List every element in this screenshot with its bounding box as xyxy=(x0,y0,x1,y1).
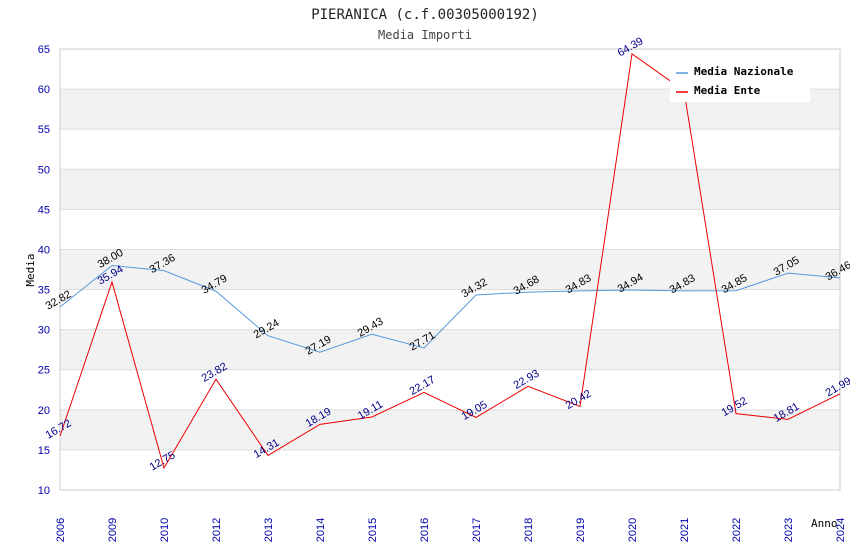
x-tick-label: 2019 xyxy=(575,518,587,542)
grid-band xyxy=(60,409,840,450)
x-tick-label: 2016 xyxy=(419,518,431,542)
x-axis-ticks: 2006 2009 2010 2012 2013 2014 2015 2016 2017 2018… xyxy=(55,518,847,542)
series-lines xyxy=(59,53,841,470)
y-tick-label: 60 xyxy=(38,84,50,96)
x-tick-label: 2023 xyxy=(783,518,795,542)
y-tick-label: 30 xyxy=(38,325,50,337)
legend-label-nazionale: Media Nazionale xyxy=(694,65,794,78)
data-label-ente: 64.39 xyxy=(616,35,646,59)
grid-band xyxy=(60,249,840,290)
x-tick-label: 2013 xyxy=(263,518,275,542)
x-tick-label: 2010 xyxy=(159,518,171,542)
y-tick-label: 25 xyxy=(38,365,50,377)
x-tick-label: 2022 xyxy=(731,518,743,542)
x-tick-label: 2009 xyxy=(107,518,119,542)
y-tick-label: 35 xyxy=(38,285,50,297)
data-label-ente: 20.42 xyxy=(564,388,594,412)
data-label-ente: 12.75 xyxy=(148,449,178,473)
x-tick-label: 2015 xyxy=(367,518,379,542)
legend-label-ente: Media Ente xyxy=(694,84,761,97)
y-axis-ticks: 10 15 20 25 30 35 40 45 50 55 60 65 xyxy=(38,44,50,497)
grid-band xyxy=(60,329,840,370)
plot-area xyxy=(59,48,841,491)
x-tick-label: 2006 xyxy=(55,518,67,542)
grid-bands xyxy=(60,89,840,450)
y-tick-label: 65 xyxy=(38,44,50,56)
y-tick-label: 45 xyxy=(38,204,50,216)
chart-title: PIERANICA (c.f.00305000192) xyxy=(311,7,539,23)
y-tick-label: 50 xyxy=(38,164,50,176)
y-tick-label: 55 xyxy=(38,124,50,136)
grid-band xyxy=(60,169,840,210)
x-tick-label: 2014 xyxy=(315,518,327,542)
y-tick-label: 40 xyxy=(38,244,50,256)
x-tick-label: 2020 xyxy=(627,518,639,542)
y-tick-label: 10 xyxy=(38,485,50,497)
data-label-ente: 22.93 xyxy=(512,368,542,392)
x-tick-label: 2018 xyxy=(523,518,535,542)
chart-subtitle: Media Importi xyxy=(378,28,472,42)
x-tick-label: 2024 xyxy=(835,518,847,542)
legend: Media Nazionale Media Ente xyxy=(670,58,810,102)
x-axis-label: Anno xyxy=(811,517,838,530)
x-tick-label: 2017 xyxy=(471,518,483,542)
x-tick-label: 2012 xyxy=(211,518,223,542)
x-tick-label: 2021 xyxy=(679,518,691,542)
legend-box xyxy=(670,58,810,102)
data-label-ente: 22.17 xyxy=(408,374,438,398)
series-line-media-ente xyxy=(59,53,841,470)
y-axis-label: Media xyxy=(24,253,37,286)
series-line-media-nazionale xyxy=(59,264,841,353)
y-tick-label: 15 xyxy=(38,445,50,457)
y-tick-label: 20 xyxy=(38,405,50,417)
